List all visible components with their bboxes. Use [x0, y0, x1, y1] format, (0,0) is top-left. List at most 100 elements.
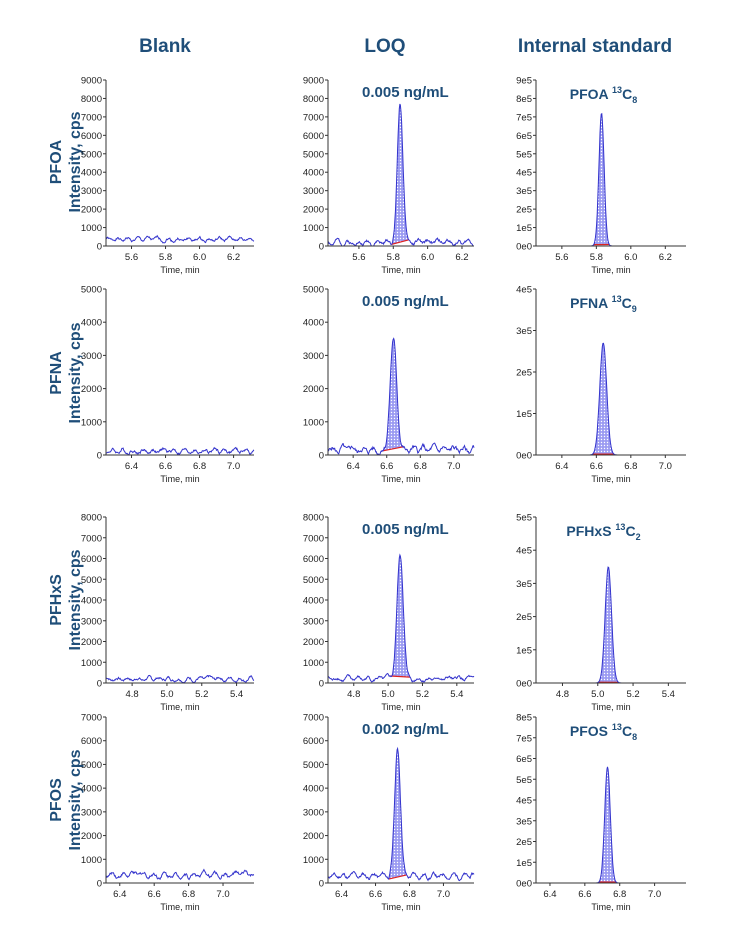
peak-area — [390, 555, 410, 678]
y-tick-label: 7e5 — [516, 112, 532, 123]
peak-area — [383, 338, 404, 451]
x-tick-label: 6.8 — [403, 889, 416, 900]
y-tick-label: 5000 — [303, 149, 324, 160]
y-tick-label: 5000 — [303, 760, 324, 771]
x-tick-label: 6.6 — [590, 461, 603, 472]
y-tick-label: 5000 — [81, 575, 102, 586]
concentration-label: 0.002 ng/mL — [362, 721, 449, 738]
isotope-superscript: 13 — [612, 722, 622, 732]
x-tick-label: 4.8 — [347, 689, 360, 700]
x-tick-label: 6.8 — [414, 461, 427, 472]
concentration-label: 0.005 ng/mL — [362, 293, 449, 310]
chromatogram-trace — [105, 234, 255, 244]
y-tick-label: 3e5 — [516, 579, 532, 590]
x-axis-label: Time, min — [591, 265, 630, 275]
y-tick-label: 7000 — [303, 533, 324, 544]
label-subscript: 8 — [632, 95, 637, 105]
y-tick-label: 3000 — [81, 186, 102, 197]
x-tick-label: 6.8 — [624, 461, 637, 472]
y-tick-label: 4000 — [303, 596, 324, 607]
y-tick-label: 0 — [319, 679, 324, 690]
y-tick-label: 7000 — [81, 533, 102, 544]
y-tick-label: 5000 — [303, 285, 324, 296]
x-axis-label: Time, min — [591, 902, 630, 912]
x-tick-label: 6.0 — [421, 252, 434, 263]
y-tick-label: 5000 — [81, 285, 102, 296]
concentration-label: 0.005 ng/mL — [362, 84, 449, 101]
chromatogram-trace — [105, 674, 255, 684]
label-subscript: 8 — [632, 732, 637, 742]
x-axis-label: Time, min — [160, 902, 199, 912]
label-name: PFNA — [570, 295, 611, 311]
x-tick-label: 6.4 — [113, 889, 126, 900]
y-tick-label: 2000 — [81, 637, 102, 648]
x-tick-label: 6.8 — [613, 889, 626, 900]
y-tick-label: 6e5 — [516, 131, 532, 142]
chromatogram-trace — [105, 446, 255, 456]
integration-baseline — [390, 675, 411, 678]
y-tick-label: 7000 — [81, 112, 102, 123]
y-tick-label: 1000 — [303, 855, 324, 866]
y-tick-label: 4e5 — [516, 546, 532, 557]
label-element: C — [622, 295, 632, 311]
label-element: C — [622, 86, 632, 102]
chromatogram-panel: 0e0 1e5 2e5 3e5 4e5 5e5 6e5 7e5 8e5 6.4 6.6 6.8 7.0 T… — [516, 713, 686, 912]
x-tick-label: 7.0 — [216, 889, 229, 900]
x-tick-label: 7.0 — [227, 461, 240, 472]
y-tick-label: 2000 — [303, 384, 324, 395]
x-axis-label: Time, min — [160, 474, 199, 484]
y-tick-label: 5000 — [81, 149, 102, 160]
x-tick-label: 5.8 — [387, 252, 400, 263]
chromatogram-panel: 0 1000 2000 3000 4000 5000 6.4 6.6 6.8 7.0 Time, m… — [81, 285, 255, 484]
column-header-internal-standard: Internal standard — [517, 36, 673, 57]
x-tick-label: 7.0 — [437, 889, 450, 900]
chromatogram-panel: 0 1000 2000 3000 4000 5000 6000 7000 8000 4.8 5.0 5… — [303, 513, 475, 712]
y-tick-label: 8e5 — [516, 713, 532, 724]
chromatogram-panel: 0e0 1e5 2e5 3e5 4e5 6.4 6.6 6.8 7.0 Time, min PFNA… — [516, 285, 686, 484]
chromatogram-trace — [536, 112, 686, 247]
y-tick-label: 3000 — [81, 807, 102, 818]
x-tick-label: 6.4 — [125, 461, 138, 472]
y-tick-label: 1e5 — [516, 645, 532, 656]
y-tick-label: 4000 — [81, 596, 102, 607]
x-tick-label: 6.0 — [193, 252, 206, 263]
chromatogram-panel: 0 1000 2000 3000 4000 5000 6000 7000 8000 9000 5.6… — [81, 76, 255, 275]
x-tick-label: 6.4 — [543, 889, 556, 900]
chromatogram-trace — [327, 103, 474, 248]
chromatogram-trace — [105, 868, 255, 881]
x-tick-label: 5.4 — [450, 689, 463, 700]
x-tick-label: 5.6 — [125, 252, 138, 263]
y-tick-label: 6e5 — [516, 754, 532, 765]
y-tick-label: 9000 — [81, 76, 102, 87]
y-tick-label: 8000 — [303, 513, 324, 524]
y-tick-label: 2000 — [303, 205, 324, 216]
y-tick-label: 5e5 — [516, 513, 532, 524]
isotope-superscript: 13 — [612, 85, 622, 95]
peak-area — [598, 766, 617, 883]
y-tick-label: 9e5 — [516, 76, 532, 87]
chromatogram-panel: 0e0 1e5 2e5 3e5 4e5 5e5 4.8 5.0 5.2 5.4 Time, min P… — [516, 513, 686, 712]
y-tick-label: 0 — [319, 451, 324, 462]
y-tick-label: 0e0 — [516, 879, 532, 890]
x-tick-label: 5.8 — [590, 252, 603, 263]
internal-standard-label: PFHxS 13C2 — [566, 522, 640, 542]
x-tick-label: 6.4 — [335, 889, 348, 900]
x-tick-label: 5.0 — [160, 689, 173, 700]
x-tick-label: 7.0 — [648, 889, 661, 900]
y-tick-label: 5e5 — [516, 149, 532, 160]
y-tick-label: 4000 — [303, 784, 324, 795]
y-tick-label: 1000 — [81, 417, 102, 428]
y-tick-label: 0 — [97, 242, 102, 253]
x-tick-label: 7.0 — [447, 461, 460, 472]
integration-baseline — [388, 874, 407, 880]
chromatogram-trace — [327, 337, 475, 456]
x-tick-label: 6.2 — [227, 252, 240, 263]
y-tick-label: 0e0 — [516, 451, 532, 462]
y-tick-label: 4000 — [303, 168, 324, 179]
internal-standard-label: PFNA 13C9 — [570, 294, 637, 314]
y-tick-label: 3000 — [81, 616, 102, 627]
label-element: C — [622, 723, 632, 739]
y-tick-label: 0 — [319, 242, 324, 253]
chromatogram-panel: 0e0 1e5 2e5 3e5 4e5 5e5 6e5 7e5 8e5 9e5 5.6 5.8 6.0 6… — [516, 76, 686, 275]
